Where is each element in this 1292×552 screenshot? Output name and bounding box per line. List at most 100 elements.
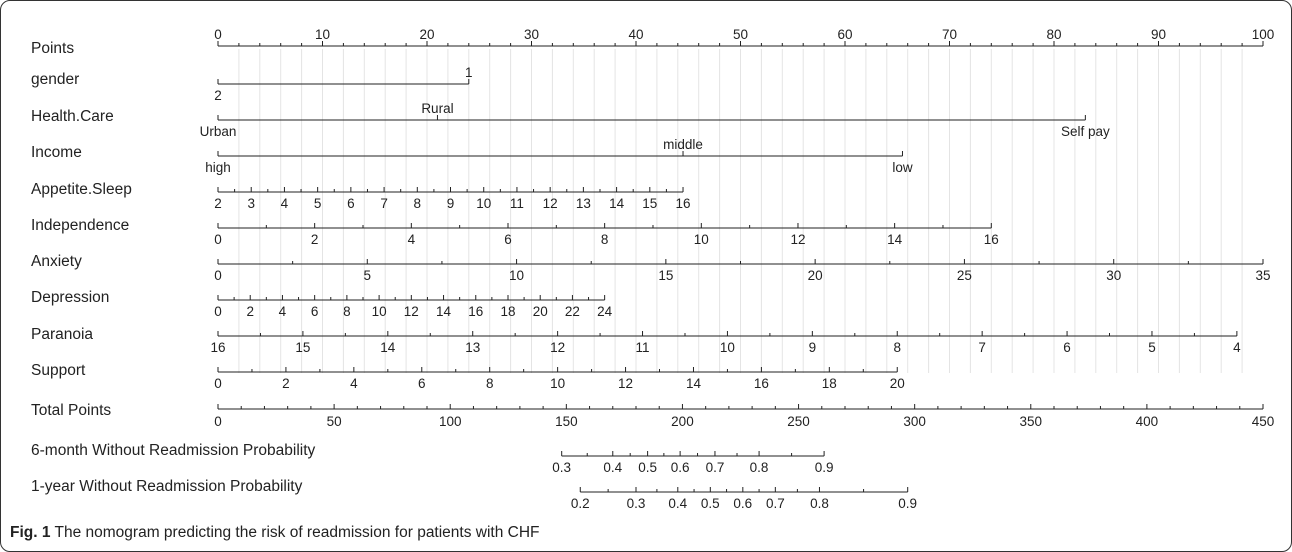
points-tick-label: 60 xyxy=(837,27,852,42)
variable-tick-label: 20 xyxy=(890,376,905,391)
points-tick-label: 90 xyxy=(1151,27,1166,42)
outcome-tick-label: 0.7 xyxy=(706,460,725,475)
variable-tick-label: 10 xyxy=(372,304,387,319)
total-points-tick-label: 200 xyxy=(671,414,694,429)
variable-tick-label: 25 xyxy=(957,268,972,283)
outcome-label-six_month: 6-month Without Readmission Probability xyxy=(31,442,316,459)
variable-tick-label: 5 xyxy=(364,268,372,283)
variable-tick-label: 24 xyxy=(597,304,613,319)
total-points-tick-label: 450 xyxy=(1252,414,1275,429)
outcome-tick-label: 0.9 xyxy=(898,496,917,511)
variable-level-label: high xyxy=(205,160,231,175)
variable-tick-label: 10 xyxy=(694,232,709,247)
variable-tick-label: 13 xyxy=(465,340,480,355)
outcome-tick-label: 0.9 xyxy=(815,460,834,475)
variable-tick-label: 0 xyxy=(214,232,222,247)
variable-label-appetite: Appetite.Sleep xyxy=(31,181,132,198)
variable-tick-label: 0 xyxy=(214,268,222,283)
variable-tick-label: 4 xyxy=(1233,340,1241,355)
variable-tick-label: 12 xyxy=(550,340,565,355)
variable-tick-label: 10 xyxy=(476,196,491,211)
total-points-tick-label: 350 xyxy=(1020,414,1043,429)
variable-tick-label: 13 xyxy=(576,196,591,211)
variable-tick-label: 15 xyxy=(642,196,657,211)
variable-label-depression: Depression xyxy=(31,289,109,306)
variable-tick-label: 5 xyxy=(314,196,322,211)
outcome-label-one_year: 1-year Without Readmission Probability xyxy=(31,478,303,495)
variable-tick-label: 11 xyxy=(510,196,524,211)
variable-tick-label: 16 xyxy=(754,376,769,391)
points-tick-label: 80 xyxy=(1046,27,1061,42)
variable-tick-label: 12 xyxy=(543,196,558,211)
variable-tick-label: 16 xyxy=(984,232,999,247)
variable-tick-label: 12 xyxy=(618,376,633,391)
variable-tick-label: 14 xyxy=(436,304,452,319)
variable-tick-label: 18 xyxy=(500,304,515,319)
outcome-tick-label: 0.8 xyxy=(750,460,769,475)
points-tick-label: 30 xyxy=(524,27,539,42)
variable-tick-label: 2 xyxy=(311,232,319,247)
points-tick-label: 100 xyxy=(1252,27,1275,42)
variable-tick-label: 16 xyxy=(468,304,483,319)
outcome-tick-label: 0.8 xyxy=(810,496,829,511)
variable-tick-label: 6 xyxy=(504,232,512,247)
variable-tick-label: 14 xyxy=(609,196,625,211)
variable-tick-label: 11 xyxy=(636,340,650,355)
outcome-tick-label: 0.2 xyxy=(571,496,590,511)
points-tick-label: 70 xyxy=(942,27,957,42)
variable-tick-label: 16 xyxy=(210,340,225,355)
points-row-label: Points xyxy=(31,40,74,57)
variable-tick-label: 14 xyxy=(380,340,396,355)
outcome-tick-label: 0.6 xyxy=(671,460,690,475)
variable-tick-label: 0 xyxy=(214,376,222,391)
variable-tick-label: 15 xyxy=(658,268,673,283)
total-points-tick-label: 250 xyxy=(787,414,810,429)
variable-level-label: middle xyxy=(663,137,703,152)
figure-caption: Fig. 1 The nomogram predicting the risk … xyxy=(10,524,540,542)
points-tick-label: 20 xyxy=(419,27,434,42)
variable-tick-label: 18 xyxy=(822,376,837,391)
variable-tick-label: 14 xyxy=(887,232,903,247)
variable-tick-label: 2 xyxy=(214,196,222,211)
variable-tick-label: 6 xyxy=(418,376,426,391)
total-points-label: Total Points xyxy=(31,402,111,419)
variable-tick-label: 7 xyxy=(380,196,388,211)
variable-tick-label: 20 xyxy=(533,304,548,319)
variable-tick-label: 9 xyxy=(809,340,817,355)
outcome-tick-label: 0.4 xyxy=(603,460,622,475)
variable-tick-label: 10 xyxy=(720,340,735,355)
variable-tick-label: 16 xyxy=(676,196,691,211)
variable-label-support: Support xyxy=(31,362,86,379)
variable-tick-label: 12 xyxy=(404,304,419,319)
total-points-tick-label: 400 xyxy=(1136,414,1159,429)
variable-tick-label: 4 xyxy=(281,196,289,211)
points-tick-label: 50 xyxy=(733,27,748,42)
variable-label-anxiety: Anxiety xyxy=(31,253,82,270)
outcome-tick-label: 0.3 xyxy=(552,460,571,475)
variable-tick-label: 15 xyxy=(295,340,310,355)
variable-tick-label: 30 xyxy=(1106,268,1121,283)
variable-tick-label: 7 xyxy=(978,340,986,355)
variable-level-label: 2 xyxy=(214,88,222,103)
total-points-tick-label: 50 xyxy=(327,414,342,429)
outcome-tick-label: 0.4 xyxy=(668,496,687,511)
variable-tick-label: 2 xyxy=(246,304,254,319)
variable-tick-label: 10 xyxy=(550,376,565,391)
variable-tick-label: 8 xyxy=(601,232,609,247)
total-points-tick-label: 0 xyxy=(214,414,222,429)
variable-tick-label: 2 xyxy=(282,376,290,391)
variable-tick-label: 12 xyxy=(790,232,805,247)
variable-level-label: Rural xyxy=(421,101,453,116)
variable-tick-label: 4 xyxy=(408,232,416,247)
variable-tick-label: 35 xyxy=(1255,268,1270,283)
variable-tick-label: 6 xyxy=(347,196,355,211)
variable-tick-label: 22 xyxy=(565,304,580,319)
variable-tick-label: 6 xyxy=(311,304,319,319)
variable-tick-label: 4 xyxy=(279,304,287,319)
variable-tick-label: 8 xyxy=(893,340,901,355)
variable-label-independence: Independence xyxy=(31,217,129,234)
points-tick-label: 10 xyxy=(315,27,330,42)
outcome-tick-label: 0.6 xyxy=(733,496,752,511)
